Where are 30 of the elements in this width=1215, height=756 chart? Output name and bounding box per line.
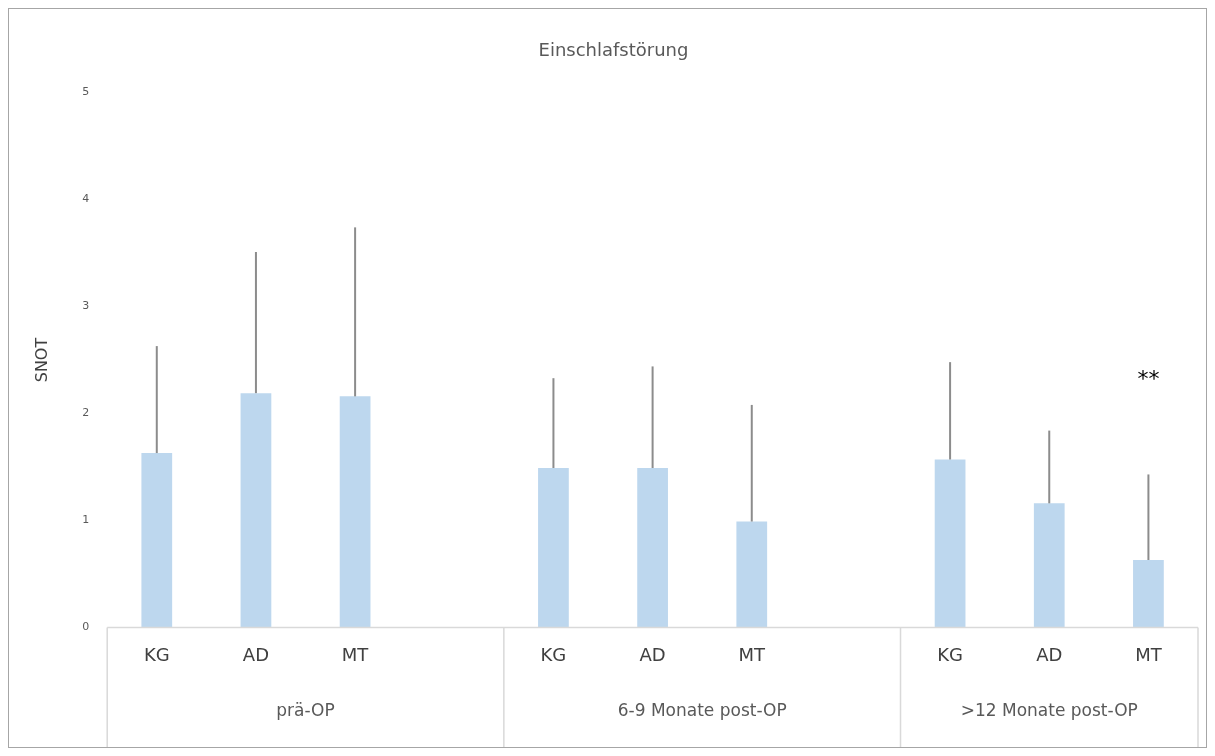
bar — [1033, 503, 1065, 628]
x-tick-label: AD — [242, 643, 270, 665]
x-tick-label: MT — [341, 643, 370, 665]
y-tick-label: 4 — [82, 192, 90, 206]
y-tick-label: 1 — [82, 513, 90, 527]
y-axis-title: SNOT — [31, 337, 51, 383]
bar — [240, 393, 272, 628]
x-tick-label: AD — [1036, 643, 1063, 665]
x-tick-label: MT — [1135, 643, 1163, 665]
x-tick-label: MT — [738, 643, 767, 665]
text: prä-OP — [276, 699, 335, 720]
annotation: ** — [1137, 366, 1160, 392]
x-tick-label: KG — [143, 643, 170, 665]
bar — [637, 468, 668, 628]
y-tick-label: 2 — [82, 406, 90, 420]
bar — [339, 396, 371, 628]
chart-title: Einschlafstörung — [538, 39, 689, 61]
x-tick-label: KG — [540, 643, 567, 665]
bar — [736, 521, 768, 628]
bar — [934, 459, 966, 628]
text: 6-9 Monate post-OP — [617, 699, 787, 720]
y-tick-label: 3 — [82, 299, 90, 313]
text: >12 Monate post-OP — [960, 699, 1138, 720]
bar — [538, 468, 569, 628]
bar — [141, 453, 173, 628]
bar — [1133, 560, 1164, 628]
y-tick-label: 0 — [82, 620, 90, 634]
x-tick-label: AD — [639, 643, 666, 665]
y-tick-label: 5 — [82, 85, 90, 99]
x-tick-label: KG — [937, 643, 963, 665]
